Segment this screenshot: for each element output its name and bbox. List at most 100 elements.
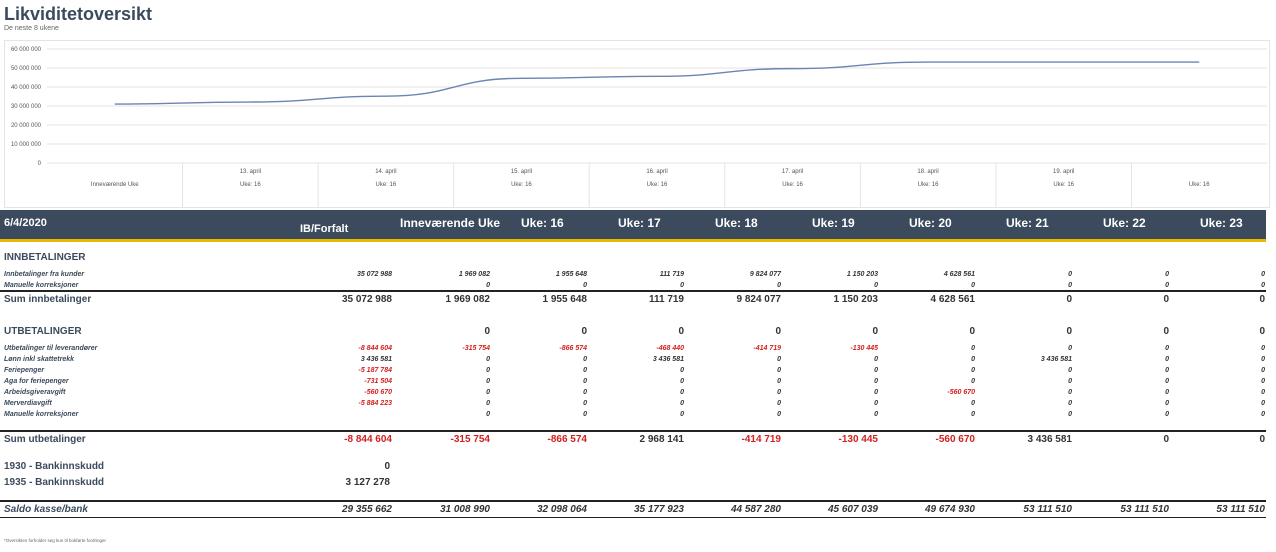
saldo-value: 45 607 039 [827, 504, 878, 515]
sum-value: -866 574 [547, 434, 587, 445]
section-total: 0 [484, 326, 490, 337]
sum-value: 9 824 077 [736, 294, 782, 305]
row-value: 0 [1165, 389, 1169, 396]
saldo-value: 49 674 930 [924, 504, 975, 515]
row-value: 0 [486, 282, 490, 289]
row-label: Arbeidsgiveravgift [4, 389, 66, 396]
x-tick-week: Inneværende Uke [91, 182, 139, 188]
x-tick-week: Uke: 16 [918, 182, 939, 188]
row-value: 0 [874, 389, 878, 396]
y-tick-label: 40 000 000 [11, 85, 42, 91]
row-value: 0 [486, 378, 490, 385]
row-value: 0 [583, 367, 587, 374]
row-value: 3 436 581 [652, 356, 684, 363]
divider [0, 500, 1266, 502]
row-value: 0 [1165, 271, 1169, 278]
row-value: -5 187 784 [358, 367, 392, 374]
row-value: 0 [874, 356, 878, 363]
row-value: 0 [680, 367, 684, 374]
row-value: -560 670 [947, 389, 975, 396]
row-value: 1 955 648 [555, 271, 587, 278]
row-value: 0 [486, 400, 490, 407]
row-label: Manuelle korreksjoner [4, 411, 79, 418]
row-value: -468 440 [656, 345, 684, 352]
row-value: 0 [1261, 367, 1265, 374]
y-tick-label: 0 [38, 161, 42, 167]
row-value: 0 [1261, 345, 1265, 352]
sum-innbetalinger-label: Sum innbetalinger [4, 294, 92, 305]
sum-value: -130 445 [838, 434, 878, 445]
sum-value: -315 754 [450, 434, 490, 445]
sum-value: 0 [1163, 434, 1169, 445]
section-total: 0 [1066, 326, 1072, 337]
section-total: 0 [969, 326, 975, 337]
y-tick-label: 10 000 000 [11, 142, 42, 148]
row-value: -731 504 [364, 378, 392, 385]
section-total: 0 [775, 326, 781, 337]
sum-utbetalinger-label: Sum utbetalinger [4, 434, 86, 445]
saldo-value: 32 098 064 [536, 504, 587, 515]
sum-value: 1 955 648 [542, 294, 588, 305]
row-value: 0 [1261, 411, 1265, 418]
row-value: -315 754 [462, 345, 490, 352]
row-value: -414 719 [753, 345, 781, 352]
row-value: 0 [1068, 400, 1072, 407]
sum-value: -560 670 [935, 434, 975, 445]
row-value: 0 [1165, 411, 1169, 418]
sum-value: 0 [1066, 294, 1072, 305]
row-value: 0 [1068, 345, 1072, 352]
row-value: -5 884 223 [358, 400, 392, 407]
divider [0, 430, 1266, 432]
row-value: -130 445 [850, 345, 878, 352]
row-value: 111 719 [659, 271, 684, 278]
row-value: 0 [1068, 282, 1072, 289]
section-total: 0 [678, 326, 684, 337]
row-value: 0 [583, 400, 587, 407]
row-value: 0 [971, 400, 975, 407]
divider [0, 290, 1266, 292]
col-header: Uke: 18 [715, 216, 758, 230]
x-tick-week: Uke: 16 [782, 182, 803, 188]
row-value: 0 [680, 378, 684, 385]
row-value: 1 969 082 [458, 271, 490, 278]
row-value: 4 628 561 [943, 271, 975, 278]
row-value: 0 [583, 356, 587, 363]
row-value: 0 [486, 367, 490, 374]
row-value: 0 [1165, 282, 1169, 289]
row-value: 1 150 203 [846, 271, 878, 278]
row-value: 0 [1165, 378, 1169, 385]
series-line [114, 61, 1200, 105]
row-value: 0 [874, 411, 878, 418]
row-value: 0 [583, 378, 587, 385]
sum-value: -8 844 604 [344, 434, 392, 445]
section-innbetalinger: INNBETALINGER [4, 252, 86, 263]
row-value: 0 [777, 282, 781, 289]
row-label: Merverdiavgift [4, 400, 52, 407]
col-header: Uke: 19 [812, 216, 855, 230]
row-label: Manuelle korreksjoner [4, 282, 79, 289]
row-value: 9 824 077 [749, 271, 781, 278]
col-header: Uke: 23 [1200, 216, 1243, 230]
row-value: 0 [971, 282, 975, 289]
divider [0, 517, 1266, 518]
row-value: 35 072 988 [356, 271, 392, 278]
row-value: 0 [971, 345, 975, 352]
col-header: Inneværende Uke [400, 216, 501, 230]
saldo-value: 44 587 280 [730, 504, 781, 515]
x-tick-week: Uke: 16 [240, 182, 261, 188]
row-value: 0 [1068, 271, 1072, 278]
x-tick-date: 17. april [782, 169, 803, 175]
row-value: 0 [486, 389, 490, 396]
sum-value: 0 [1163, 294, 1169, 305]
saldo-value: 35 177 923 [633, 504, 684, 515]
row-value: 0 [777, 378, 781, 385]
table-date: 6/4/2020 [4, 217, 47, 229]
sum-value: 4 628 561 [930, 294, 976, 305]
page-subtitle: De neste 8 ukene [4, 25, 59, 32]
line-chart-svg: 60 000 000 50 000 000 40 000 000 30 000 000… [11, 47, 1267, 207]
row-value: 0 [777, 400, 781, 407]
col-header-ib: IB/Forfalt [300, 223, 349, 235]
table-header-bar: 6/4/2020 IB/Forfalt Inneværende Uke Uke: 16… [0, 210, 1266, 242]
x-tick-date: 19. april [1053, 169, 1074, 175]
sum-value: 3 436 581 [1027, 434, 1073, 445]
